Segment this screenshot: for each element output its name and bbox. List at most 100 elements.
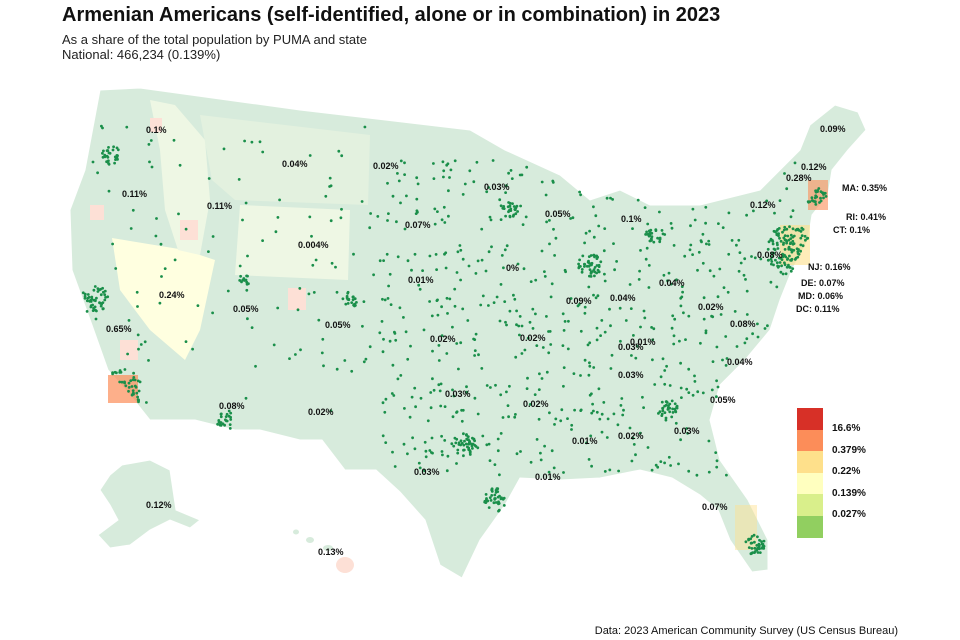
population-dot: [440, 218, 444, 222]
population-dot: [595, 326, 599, 330]
population-dot: [717, 222, 720, 226]
population-dot: [445, 469, 449, 473]
population-dot: [520, 324, 524, 328]
population-dot: [97, 288, 101, 292]
population-dot: [587, 264, 591, 268]
population-dot: [579, 193, 582, 197]
population-dot: [448, 297, 452, 301]
population-dot: [480, 227, 484, 231]
population-dot: [360, 200, 364, 203]
population-dot: [149, 139, 153, 142]
population-dot: [508, 201, 512, 205]
population-dot: [753, 256, 757, 260]
population-dot: [652, 327, 656, 331]
population-dot: [402, 442, 406, 446]
population-dot: [753, 546, 757, 550]
population-dot: [579, 329, 583, 333]
puma-highlight-wa: [150, 118, 162, 132]
population-dot: [245, 288, 249, 292]
population-dot: [237, 178, 241, 181]
population-dot: [494, 383, 497, 387]
population-dot: [609, 367, 613, 370]
population-dot: [310, 234, 313, 238]
population-dot: [488, 215, 492, 219]
population-dot: [487, 506, 491, 509]
population-dot: [498, 198, 502, 202]
population-dot: [369, 212, 372, 215]
population-dot: [137, 400, 140, 404]
population-dot: [689, 224, 692, 228]
population-dot: [457, 441, 461, 445]
population-dot: [474, 272, 478, 275]
label-wv: 0.02%: [698, 302, 724, 312]
population-dot: [685, 427, 689, 430]
population-dot: [410, 395, 414, 399]
population-dot: [783, 238, 787, 242]
population-dot: [800, 234, 804, 238]
label-ut: 0.05%: [233, 304, 259, 314]
population-dot: [547, 470, 551, 474]
population-dot: [771, 255, 774, 258]
population-dot: [661, 407, 664, 410]
population-dot: [276, 216, 280, 219]
population-dot: [261, 150, 265, 154]
population-dot: [446, 162, 450, 166]
wyoming-region: [235, 205, 350, 280]
label-dc: DC: 0.11%: [796, 304, 840, 314]
land-layer: [69, 87, 867, 579]
population-dot: [456, 451, 460, 455]
population-dot: [592, 268, 596, 271]
population-dot: [507, 415, 510, 419]
population-dot: [339, 216, 343, 220]
population-dot: [777, 227, 781, 230]
population-dot: [637, 278, 641, 281]
population-dot: [562, 384, 565, 388]
population-dot: [344, 302, 348, 306]
population-dot: [682, 311, 685, 315]
population-dot: [588, 261, 591, 265]
population-dot: [107, 146, 110, 149]
population-dot: [491, 159, 495, 162]
population-dot: [569, 297, 573, 300]
population-dot: [372, 273, 375, 277]
population-dot: [577, 262, 580, 266]
population-dot: [711, 360, 715, 363]
population-dot: [451, 388, 454, 392]
population-dot: [595, 338, 599, 342]
population-dot: [769, 257, 773, 261]
population-dot: [608, 307, 611, 311]
population-dot: [114, 267, 118, 270]
population-dot: [148, 160, 151, 164]
population-dot: [693, 374, 696, 378]
population-dot: [489, 386, 492, 389]
population-dot: [361, 324, 364, 328]
population-dot: [599, 334, 602, 337]
population-dot: [118, 380, 122, 384]
population-dot: [241, 278, 245, 282]
population-dot: [668, 410, 672, 414]
population-dot: [793, 258, 797, 261]
puma-highlight-or: [90, 205, 104, 220]
population-dot: [419, 396, 423, 400]
population-dot: [680, 285, 684, 288]
population-dot: [447, 214, 450, 218]
population-dot: [727, 211, 731, 215]
population-dot: [129, 227, 133, 230]
population-dot: [353, 302, 357, 306]
population-dot: [418, 466, 422, 470]
population-dot: [814, 203, 818, 206]
population-dot: [436, 210, 439, 214]
population-dot: [81, 291, 85, 295]
population-dot: [666, 279, 669, 283]
population-dot: [473, 439, 476, 443]
population-dot: [362, 300, 366, 303]
population-dot: [505, 244, 509, 248]
population-dot: [173, 258, 177, 262]
population-dot: [492, 301, 496, 304]
population-dot: [606, 417, 610, 421]
population-dot: [814, 189, 817, 193]
population-dot: [620, 397, 624, 400]
population-dot: [685, 387, 689, 391]
population-dot: [644, 233, 647, 236]
population-dot: [724, 364, 728, 367]
